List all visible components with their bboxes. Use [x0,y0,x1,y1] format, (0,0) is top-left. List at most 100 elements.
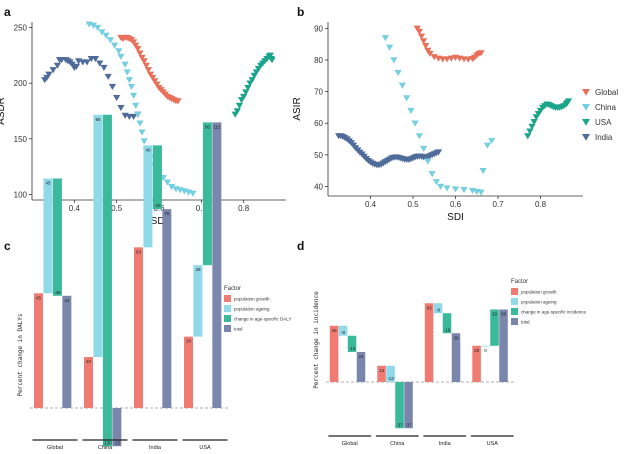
data-point [125,77,133,84]
data-point [91,56,100,63]
data-point [153,81,161,88]
bar-group-usa: 28 28 56 112 USA [182,122,228,451]
bar-group-china: 13-13 -37 -37 China [375,365,419,447]
data-point [89,22,97,29]
data-point [426,50,434,58]
data-point [268,57,276,64]
legend-label: Global [595,88,618,97]
y-axis-title: Percent change in incidence [313,291,320,389]
data-point [477,50,485,57]
data-point [422,43,430,50]
data-point [477,189,485,196]
bar-value-label: 78 [164,211,170,216]
data-point [104,73,112,80]
series-global [413,25,485,63]
data-point [460,186,468,194]
data-point [411,120,419,127]
category-label: USA [487,441,499,447]
data-point [130,113,138,120]
data-point [398,82,406,89]
series-usa [231,52,276,118]
data-point [68,61,76,68]
bar-segment [62,295,72,408]
data-point [242,89,250,96]
category-label: Global [342,441,358,447]
data-point [138,129,146,136]
data-point [415,133,423,140]
data-point [564,98,573,105]
bar-value-label: 28 [186,339,192,344]
legend-swatch [224,295,231,302]
data-point [233,108,241,115]
bar-segment [329,325,339,382]
legend-marker [582,89,590,96]
y-tick-label: 90 [314,24,323,33]
bar-segment [499,309,508,382]
data-point [134,111,142,118]
bar-value-label: 95 [95,117,101,122]
y-axis-title: Percent change in DALYs [17,313,24,396]
bar-value-label: 29 [492,312,498,317]
legend-swatch [511,318,518,325]
category-label: India [439,441,452,447]
y-tick-label: 50 [314,151,323,160]
bar-value-label: 24 [358,354,364,359]
data-point [130,39,138,46]
data-point [146,71,155,78]
panel-a-letter: a [4,5,11,19]
legend-title: Factor [224,286,241,292]
legend-marker [582,119,590,126]
bar-value-label: 44 [64,298,70,303]
data-point [479,167,487,175]
data-point [130,92,138,99]
legend-marker [582,104,590,111]
data-point [530,118,538,126]
bar-segment [43,178,53,294]
bar-segment [347,335,357,352]
data-point [403,95,411,102]
data-point [96,60,104,67]
x-tick-label: 0.7 [492,200,504,209]
bar-segment [202,122,212,266]
legend-label: total [234,327,243,332]
bar-value-label: 56 [205,124,211,129]
legend-label: India [595,133,613,142]
series-india [41,56,142,120]
bar-value-label: 63 [136,249,142,254]
data-point [244,84,252,92]
y-tick-label: 200 [14,79,28,88]
legend-label: USA [595,118,612,127]
data-point [140,58,148,65]
data-point [117,53,125,60]
data-point [443,56,451,63]
bar-value-label: -16 [444,327,451,332]
data-point [428,171,436,178]
bar-segment [377,365,386,382]
bar-segment [193,265,203,337]
data-point [108,83,117,90]
bar-value-label: -37 [396,422,403,427]
legend-marker [582,134,590,141]
data-point [424,47,432,54]
data-point [72,63,81,70]
bar-segment [93,114,103,357]
legend-swatch [224,305,231,312]
y-tick-label: 60 [314,119,323,128]
bar-value-label: -130 [103,440,113,445]
data-point [266,52,274,59]
y-tick-label: 250 [14,24,28,33]
data-point [113,94,121,102]
data-point [106,37,114,44]
top-legend: Global China USA India [582,88,618,142]
data-point [447,55,455,62]
data-point [415,28,423,35]
data-point [136,120,144,127]
bar-value-label: 39 [453,335,459,340]
series-global [117,34,182,105]
data-point [407,107,415,115]
legend-label: total [521,320,530,325]
y-tick-label: 70 [314,88,323,97]
data-point [163,179,172,186]
